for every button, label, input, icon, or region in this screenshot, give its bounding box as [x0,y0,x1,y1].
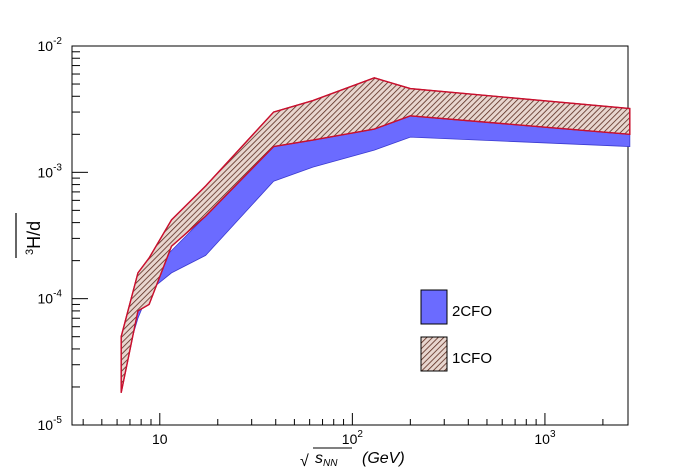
x-tick-label: 103 [534,429,556,447]
y-tick-label-base: 10 [38,417,54,433]
y-tick-label: 10-5 [38,415,63,433]
y-tick-label: 10-3 [38,162,63,180]
x-axis-title-unit: (GeV) [362,450,405,467]
legend: 2CFO 1CFO [420,289,492,372]
x-axis-title: √ sNN (GeV) [300,447,405,470]
y-tick-label-exp: -4 [53,289,62,300]
y-axis: 10-510-410-310-2 [38,36,88,433]
legend-label-2cfo: 2CFO [452,303,492,320]
y-tick-label-exp: -2 [53,36,62,47]
y-tick-label-base: 10 [38,291,54,307]
y-tick-label-exp: -5 [53,415,62,426]
x-axis: 10 102 103 [82,413,604,447]
x-tick-label-exp: 2 [357,429,363,440]
x-axis-title-sub: NN [323,458,338,469]
x-tick-label: 102 [342,429,364,447]
y-axis-title-sup: 3 [24,249,36,255]
legend-swatch-2cfo [420,289,448,325]
y-axis-title-main: H/d [24,221,44,249]
x-axis-title-var: sNN [315,450,338,469]
x-tick-label: 10 [152,431,168,447]
legend-swatch-1cfo [420,336,448,372]
y-tick-label: 10-2 [38,36,63,54]
y-tick-label-exp: -3 [53,162,62,173]
y-tick-label: 10-4 [38,289,63,307]
plot-frame [71,45,629,426]
x-tick-label-base: 10 [534,431,550,447]
bands [120,77,631,393]
band-1cfo-outline [120,77,631,393]
y-tick-label-base: 10 [38,38,54,54]
x-axis-title-radical: √ [300,453,309,470]
x-axis-title-base: s [315,450,323,467]
x-tick-label-base: 10 [342,431,358,447]
band-2cfo [120,95,631,375]
y-axis-title: 3H/d [24,221,44,255]
legend-label-1cfo: 1CFO [452,350,492,367]
x-tick-label-base: 10 [152,431,168,447]
y-tick-label-base: 10 [38,164,54,180]
x-tick-label-exp: 3 [550,429,556,440]
